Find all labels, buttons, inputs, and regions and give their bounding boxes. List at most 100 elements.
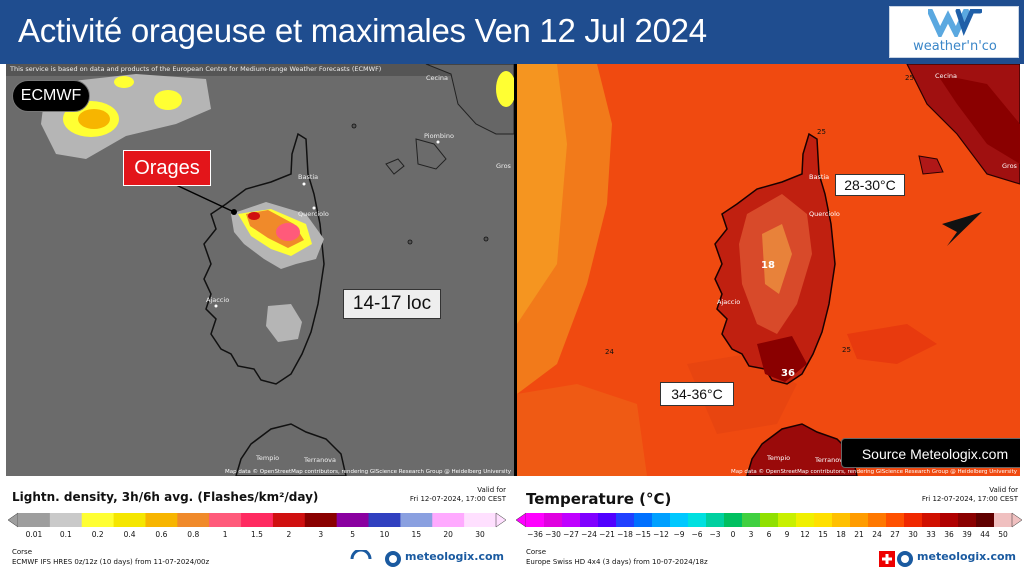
lightning-legend: Lightn. density, 3h/6h avg. (Flashes/km²… [0, 478, 512, 572]
colorbar-tick-label: −18 [617, 530, 633, 539]
colorbar-segment [400, 513, 433, 527]
corsica-south-hot [757, 336, 807, 382]
colorbar-segment [760, 513, 779, 527]
colorbar-segment [778, 513, 797, 527]
colorbar-tick-label: −6 [691, 530, 703, 539]
colorbar-tick-label: −36 [527, 530, 543, 539]
colorbar-tick-label: 21 [854, 530, 864, 539]
orages-pointer-line [173, 183, 235, 213]
place-gros: Gros [1002, 162, 1018, 170]
colorbar-segment [850, 513, 869, 527]
south-west-zone [517, 384, 647, 476]
colorbar-segment [724, 513, 743, 527]
colorbar-segment [272, 513, 306, 527]
colorbar-segment [464, 513, 497, 527]
place-tempio: Tempio [766, 454, 790, 462]
colorbar-tick-label: −27 [563, 530, 579, 539]
colorbar-tick-label: 30 [908, 530, 918, 539]
colorbar-tick-label: −3 [709, 530, 721, 539]
meteologix-logo-icon [385, 551, 401, 567]
lightning-ticks: 0.01 0.1 0.2 0.4 0.6 0.8 1 1.5 2 3 5 10 15 20 30 [8, 530, 506, 542]
place-querciolo: Querciolo [298, 210, 329, 218]
islet [407, 239, 413, 245]
colorbar-tick-label: 0.4 [123, 530, 136, 539]
colorbar-tick-label: 12 [800, 530, 810, 539]
colorbar-tick-label: 9 [784, 530, 790, 539]
colorbar-segment [832, 513, 851, 527]
temperature-map[interactable]: 25 25 25 24 18 36 Bastia Querciolo Ajacc… [517, 64, 1020, 476]
north-temp-label: 28-30°C [835, 174, 905, 196]
colorbar-tick-label: −21 [599, 530, 615, 539]
place-terranova: Terranova [303, 456, 336, 464]
colorbar-right-arrow [495, 512, 506, 528]
colorbar-tick-label: −9 [673, 530, 685, 539]
temperature-model: Europe Swiss HD 4x4 (3 days) from 10-07-… [526, 558, 708, 566]
lightning-map[interactable]: Bastia Querciolo Ajaccio Piombino Cecina… [6, 64, 514, 476]
logo-text: weather'n'co [913, 39, 997, 54]
place-bastia: Bastia [298, 173, 318, 181]
loc-label: 14-17 loc [343, 289, 441, 319]
colorbar-segment [304, 513, 338, 527]
colorbar-tick-label: 15 [818, 530, 828, 539]
colorbar-tick-label: 10 [379, 530, 390, 539]
colorbar-right-arrow [1011, 512, 1022, 528]
ecmwf-credit-text: This service is based on data and produc… [10, 65, 382, 73]
colorbar-tick-label: 0.2 [91, 530, 104, 539]
orages-pointer-dot [231, 209, 237, 215]
contour-label: 18 [761, 260, 775, 271]
temperature-legend: Temperature (°C) Valid for Fri 12-07-202… [514, 478, 1024, 572]
place-bastia: Bastia [809, 173, 829, 181]
colorbar-segment [432, 513, 465, 527]
colorbar-segment [145, 513, 178, 527]
colorbar-left-arrow [8, 512, 19, 528]
lightning-region: Corse [12, 548, 33, 556]
source-badge[interactable]: Source Meteologix.com [841, 438, 1020, 468]
colorbar-tick-label: 50 [998, 530, 1008, 539]
temperature-map-graphic: 25 25 25 24 18 36 Bastia Querciolo Ajacc… [517, 64, 1020, 476]
colorbar-segment [368, 513, 401, 527]
valid-time: Fri 12-07-2024, 17:00 CEST [921, 495, 1018, 503]
lightning-area-yellow-2 [154, 90, 182, 110]
colorbar-tick-label: 18 [836, 530, 846, 539]
colorbar-tick-label: 0 [730, 530, 736, 539]
meteologix-logo-icon [897, 551, 913, 567]
colorbar-tick-label: 0.1 [59, 530, 72, 539]
colorbar-tick-label: 0.6 [155, 530, 168, 539]
colorbar-tick-label: 20 [443, 530, 453, 539]
corsica-peak-cool [762, 224, 792, 294]
logo-mark-icon [928, 9, 982, 37]
colorbar-tick-label: 0.01 [25, 530, 43, 539]
colorbar-segment [177, 513, 210, 527]
temperature-region: Corse [526, 548, 547, 556]
colorbar-segment [688, 513, 707, 527]
orages-label: Orages [123, 150, 211, 186]
colorbar-tick-label: −15 [635, 530, 651, 539]
islet [483, 236, 489, 242]
querciolo-marker [312, 206, 316, 210]
colorbar-segment [113, 513, 146, 527]
colorbar-segment [742, 513, 761, 527]
coolest-west-zone [517, 64, 567, 324]
sardinia-outline [235, 423, 347, 476]
colorbar-segment [209, 513, 242, 527]
temperature-valid-time: Valid for Fri 12-07-2024, 17:00 CEST [922, 486, 1018, 504]
place-cecina: Cecina [935, 72, 957, 80]
lightning-area-south [266, 304, 302, 342]
colorbar-segment [580, 513, 599, 527]
colorbar-segment [49, 513, 83, 527]
place-ajaccio: Ajaccio [206, 296, 229, 304]
weatherandco-logo[interactable]: weather'n'co [889, 6, 1019, 58]
colorbar-tick-label: 2 [286, 530, 292, 539]
colorbar-tick-label: −12 [653, 530, 669, 539]
meteologix-brand[interactable]: meteologix.com [917, 550, 1016, 563]
elba-island [415, 138, 447, 170]
colorbar-segment [526, 513, 545, 527]
colorbar-segment [562, 513, 581, 527]
storm-area-red [248, 212, 260, 220]
colorbar-tick-label: −24 [581, 530, 597, 539]
italy-coast-north [425, 64, 514, 135]
meteologix-brand[interactable]: meteologix.com [405, 550, 504, 563]
ajaccio-marker [214, 304, 218, 308]
lightning-map-graphic: Bastia Querciolo Ajaccio Piombino Cecina… [6, 64, 514, 476]
colorbar-left-arrow [516, 512, 527, 528]
